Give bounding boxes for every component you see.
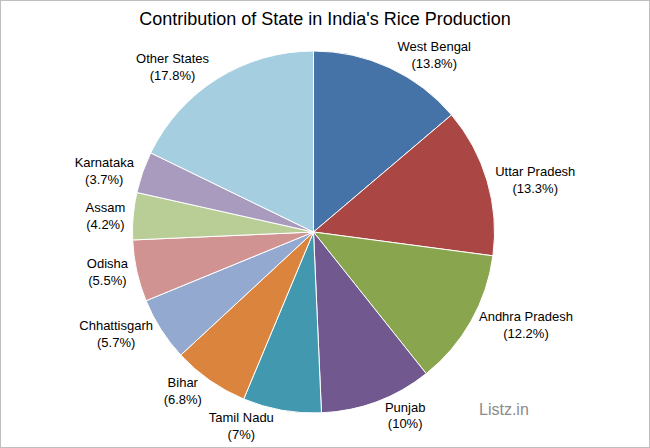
svg-text:Bihar(6.8%): Bihar(6.8%) — [164, 375, 202, 407]
svg-text:Assam(4.2%): Assam(4.2%) — [85, 200, 125, 232]
svg-text:Karnataka(3.7%): Karnataka(3.7%) — [75, 155, 135, 187]
svg-text:Andhra Pradesh(12.2%): Andhra Pradesh(12.2%) — [479, 309, 573, 341]
svg-text:Odisha(5.5%): Odisha(5.5%) — [87, 256, 129, 288]
svg-text:Chhattisgarh(5.7%): Chhattisgarh(5.7%) — [79, 318, 153, 350]
svg-text:Uttar Pradesh(13.3%): Uttar Pradesh(13.3%) — [495, 164, 575, 196]
svg-text:West Bengal(13.8%): West Bengal(13.8%) — [398, 39, 472, 71]
svg-text:Contribution of State in India: Contribution of State in India's Rice Pr… — [139, 9, 511, 29]
svg-text:Other States(17.8%): Other States(17.8%) — [136, 51, 209, 83]
svg-text:Punjab(10%): Punjab(10%) — [385, 400, 425, 432]
svg-text:Listz.in: Listz.in — [479, 401, 529, 418]
svg-text:Tamil Nadu(7%): Tamil Nadu(7%) — [209, 410, 274, 442]
